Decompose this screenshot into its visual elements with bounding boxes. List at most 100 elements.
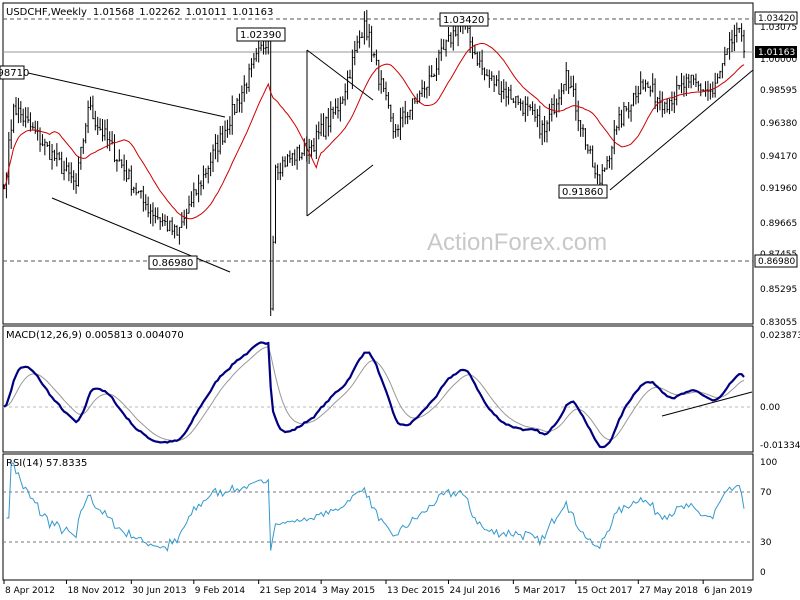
price-bar xyxy=(200,180,203,196)
price-bar xyxy=(411,98,414,120)
price-bar xyxy=(567,70,570,95)
price-bar xyxy=(507,86,510,105)
price-bar xyxy=(344,83,347,106)
price-bar xyxy=(296,146,299,170)
price-bar xyxy=(219,126,222,155)
triangle-lower-line xyxy=(306,164,374,217)
price-bar xyxy=(495,75,498,87)
last-price-tag-box xyxy=(755,46,797,58)
price-bar xyxy=(541,120,544,146)
price-bar xyxy=(646,81,649,88)
price-bar xyxy=(627,101,630,119)
price-bar xyxy=(10,119,13,149)
price-bar xyxy=(17,97,20,124)
price-bar xyxy=(481,49,484,76)
price-bar xyxy=(238,93,241,113)
price-bar xyxy=(327,107,330,137)
price-bar xyxy=(637,85,640,104)
moving-average-line xyxy=(3,42,745,220)
price-bar xyxy=(252,53,255,69)
price-bar xyxy=(51,143,54,170)
price-bar xyxy=(65,157,68,172)
support-tag: 0.86980 xyxy=(758,257,795,267)
price-bar xyxy=(147,196,150,218)
price-bar xyxy=(288,150,291,163)
price-bar xyxy=(118,149,121,162)
price-bar xyxy=(485,69,488,77)
price-bar xyxy=(188,195,190,214)
price-bar xyxy=(536,109,539,128)
price-bar xyxy=(685,73,688,97)
price-bar xyxy=(70,162,73,184)
price-bar xyxy=(449,32,452,48)
header-close: 1.01163 xyxy=(232,7,273,18)
price-bar xyxy=(89,96,92,111)
price-bar xyxy=(308,138,311,165)
price-bar xyxy=(723,46,726,66)
price-bar xyxy=(22,108,25,127)
price-bar xyxy=(135,182,138,196)
price-bar xyxy=(730,29,733,53)
price-bar xyxy=(332,106,335,119)
price-bar xyxy=(387,91,390,109)
price-tick-label: 0.98595 xyxy=(760,86,797,96)
price-bar xyxy=(690,74,693,89)
price-bar xyxy=(680,72,683,94)
price-bar xyxy=(27,107,30,124)
price-bar xyxy=(312,138,315,153)
price-bar xyxy=(694,73,697,88)
price-bar xyxy=(36,121,39,141)
symbol-label: USDCHF xyxy=(6,7,48,18)
price-bar xyxy=(558,89,560,113)
price-bar xyxy=(440,38,443,61)
price-bar xyxy=(67,162,70,182)
price-bar xyxy=(687,73,690,89)
price-bar xyxy=(240,85,243,113)
price-bar xyxy=(666,98,669,113)
price-bar xyxy=(358,30,361,49)
price-bar xyxy=(180,212,183,228)
price-bar xyxy=(514,96,517,108)
price-bar xyxy=(144,194,147,211)
rsi-tick-label: 30 xyxy=(760,538,772,548)
price-bar xyxy=(111,131,114,145)
header-high: 1.02262 xyxy=(139,7,180,18)
macd-tick-label: 0.00 xyxy=(760,403,780,413)
x-tick-label: 6 Jan 2019 xyxy=(704,586,752,596)
price-tick-label: 0.94170 xyxy=(760,152,797,162)
price-bar xyxy=(91,95,94,120)
annotation-box xyxy=(0,65,25,80)
price-bar xyxy=(99,118,102,131)
x-tick-label: 8 Apr 2012 xyxy=(5,586,55,596)
price-bar xyxy=(106,119,109,149)
price-bar xyxy=(317,121,320,140)
price-bar xyxy=(644,79,647,92)
price-bar xyxy=(423,81,426,98)
rsi-line xyxy=(6,462,745,552)
price-bar xyxy=(29,112,32,132)
price-bar xyxy=(409,109,412,120)
price-bar xyxy=(538,105,541,139)
price-bar xyxy=(58,151,61,161)
price-bar xyxy=(428,65,431,96)
price-bar xyxy=(608,155,611,169)
price-bar xyxy=(159,217,162,230)
price-bar xyxy=(315,124,318,160)
price-bar xyxy=(675,75,678,106)
price-bar xyxy=(385,81,388,101)
price-bar xyxy=(339,96,342,122)
price-bar xyxy=(19,101,22,123)
price-bar xyxy=(231,95,234,135)
annotation-box xyxy=(236,27,286,42)
price-bar xyxy=(245,82,248,94)
price-bar xyxy=(334,98,337,115)
price-bar xyxy=(236,97,239,113)
price-bar xyxy=(322,113,325,137)
price-bar xyxy=(548,103,551,132)
price-bar xyxy=(452,22,455,51)
price-bar xyxy=(348,69,351,79)
price-bar xyxy=(260,41,263,51)
timeframe-label: Weekly xyxy=(51,7,87,18)
price-bar xyxy=(298,144,301,161)
price-bar xyxy=(41,134,44,147)
